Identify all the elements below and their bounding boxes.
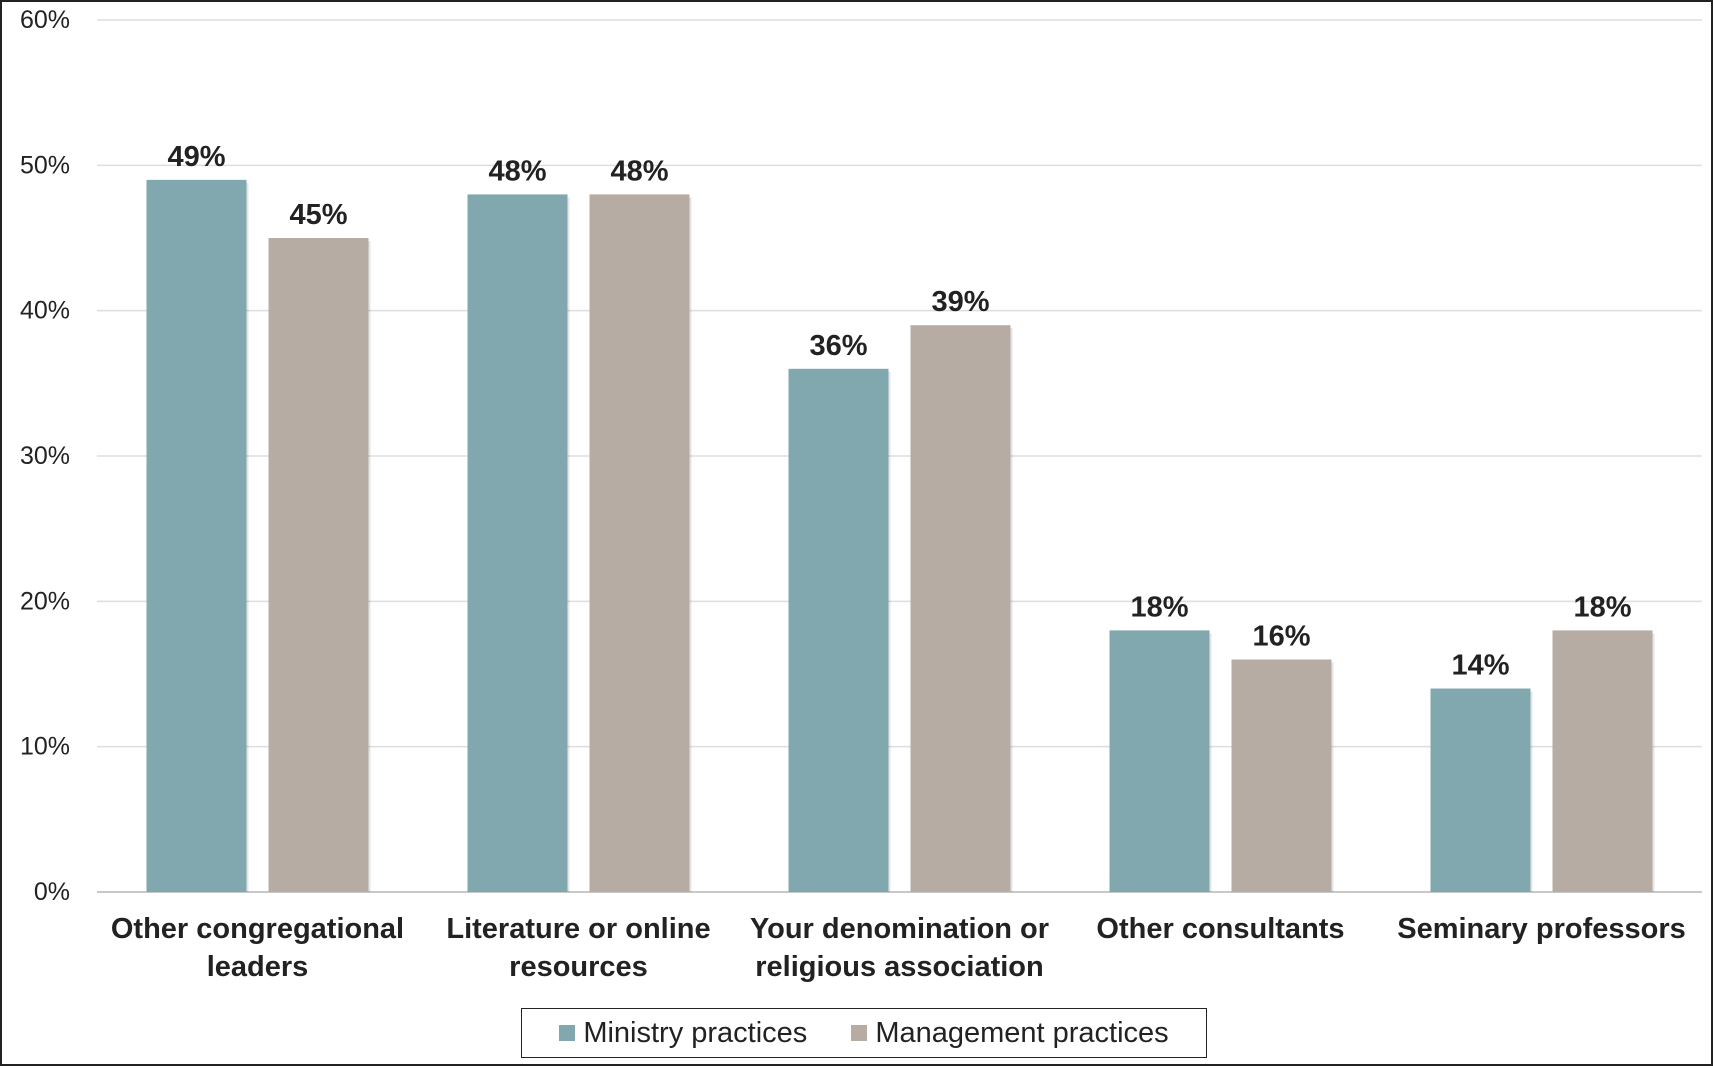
data-labels: 49% 45% 48% 48% 36% 39% 18% 16% 14% 18% (167, 141, 1631, 682)
x-axis-categories: Other congregational leaders Literature or… (111, 913, 1686, 983)
data-label: 48% (488, 155, 546, 187)
data-label: 18% (1130, 591, 1188, 623)
bar-management (268, 238, 369, 892)
x-tick-label: Seminary professors (1397, 913, 1686, 945)
y-axis-ticks: 0% 10% 20% 30% 40% 50% 60% (20, 6, 70, 906)
bar-ministry (146, 179, 247, 892)
bar-management (589, 194, 690, 892)
data-label: 45% (289, 199, 347, 231)
y-tick-label: 40% (20, 297, 70, 325)
bar-ministry (1109, 630, 1210, 892)
data-label: 16% (1252, 620, 1310, 652)
bar-management (1231, 659, 1332, 892)
legend-swatch-ministry (559, 1025, 576, 1041)
legend-label-management: Management practices (875, 1016, 1169, 1049)
x-tick-label: religious association (755, 951, 1043, 983)
data-label: 36% (809, 330, 867, 362)
y-tick-label: 0% (34, 878, 70, 906)
legend-label-ministry: Ministry practices (583, 1016, 808, 1049)
data-label: 49% (167, 141, 225, 173)
y-tick-label: 50% (20, 151, 70, 179)
bar-ministry (1430, 688, 1531, 892)
x-tick-label: leaders (207, 951, 309, 983)
legend-swatch-management (851, 1025, 868, 1041)
data-label: 14% (1451, 650, 1509, 682)
x-tick-label: Your denomination or (750, 913, 1049, 945)
legend-entry-management: Management practices (851, 1016, 1169, 1050)
x-tick-label: Other congregational (111, 913, 404, 945)
bar-management (910, 325, 1011, 892)
y-tick-label: 60% (20, 6, 70, 34)
legend-entry-ministry: Ministry practices (559, 1017, 807, 1050)
x-tick-label: resources (509, 951, 648, 983)
bar-ministry (467, 194, 568, 892)
legend: Ministry practices Management practices (521, 1008, 1207, 1058)
y-tick-label: 30% (20, 442, 70, 470)
data-label: 18% (1573, 591, 1631, 623)
bar-management (1552, 630, 1653, 892)
x-tick-label: Literature or online (446, 913, 710, 945)
data-label: 48% (610, 155, 668, 187)
x-tick-label: Other consultants (1096, 913, 1344, 945)
bars (146, 179, 1655, 892)
y-tick-label: 20% (20, 587, 70, 615)
y-tick-label: 10% (20, 733, 70, 761)
data-label: 39% (931, 286, 989, 318)
bar-ministry (788, 368, 889, 892)
